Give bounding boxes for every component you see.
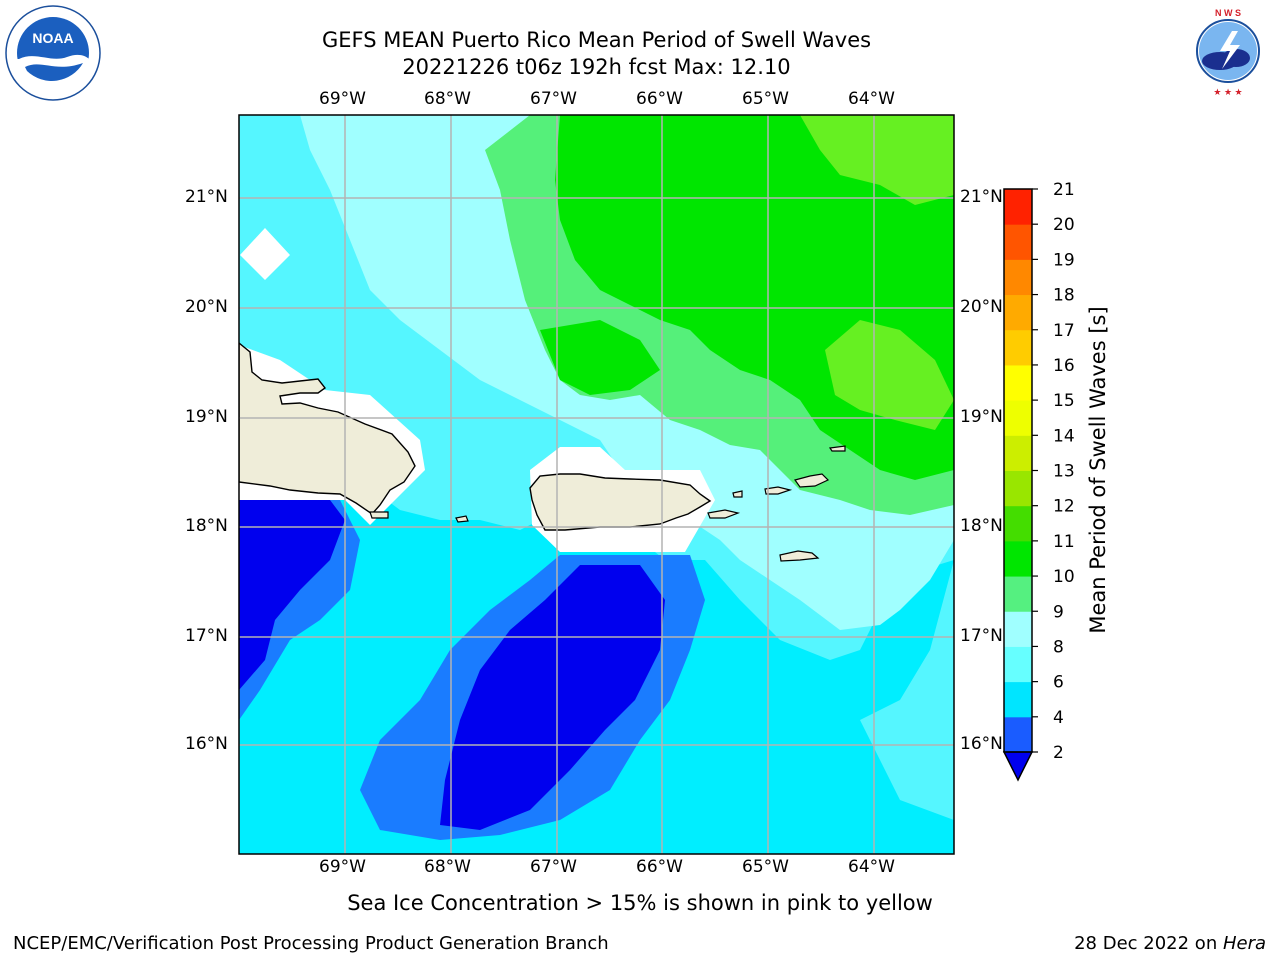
colorbar-tick-label: 14: [1053, 426, 1075, 446]
colorbar-tick-label: 4: [1053, 708, 1064, 728]
land-virgin-islands-c: [794, 473, 830, 488]
svg-text:N W S: N W S: [1215, 8, 1241, 18]
lon-label-top: 66°W: [636, 89, 683, 109]
colorbar: 2 4 6 8 9 10 11 12 13 14 15 16 17 18 19 20 21: [1002, 180, 1075, 782]
lon-label-bottom: 67°W: [530, 857, 577, 877]
footer-credit: NCEP/EMC/Verification Post Processing Pr…: [13, 933, 609, 954]
lat-label-left: 16°N: [185, 734, 228, 754]
colorbar-swatch: [1004, 294, 1032, 331]
contour-10-11s-b: [540, 320, 660, 395]
colorbar-swatch: [1004, 716, 1032, 753]
contour-11-12s-b: [825, 320, 954, 430]
land-saona-mona: [369, 511, 389, 519]
colorbar-tick-label: 11: [1053, 532, 1075, 552]
map-frame: [238, 114, 955, 855]
lon-label-bottom: 69°W: [319, 857, 366, 877]
colorbar-tick-label: 16: [1053, 356, 1075, 376]
land-vieques: [707, 509, 741, 519]
contour-2-4s-west: [239, 500, 345, 690]
colorbar-swatch: [1004, 576, 1032, 612]
contour-11-12s-a: [800, 115, 954, 205]
footer-date: 28 Dec 2022 on Hera: [1074, 933, 1266, 954]
colorbar-swatch: [1004, 224, 1032, 260]
chart-title: GEFS MEAN Puerto Rico Mean Period of Swe…: [321, 28, 872, 52]
lat-label-left: 21°N: [185, 187, 228, 207]
colorbar-swatch: [1004, 259, 1032, 296]
land-desecheo: [455, 515, 469, 523]
lon-label-bottom: 64°W: [848, 857, 895, 877]
contour-6-8s-east: [860, 560, 954, 820]
lat-label-left: 19°N: [185, 407, 228, 427]
colorbar-tick-label: 21: [1053, 180, 1075, 200]
lat-label-right: 20°N: [960, 297, 1003, 317]
colorbar-swatch: [1004, 505, 1032, 542]
colorbar-tick-label: 6: [1053, 673, 1064, 693]
swell-period-field: [239, 115, 954, 854]
colorbar-swatch: [1004, 646, 1032, 683]
land-virgin-islands-a: [732, 490, 743, 498]
colorbar-swatch: [1004, 540, 1032, 577]
noaa-logo: NOAA: [5, 5, 101, 101]
contour-2-4s-central: [440, 565, 665, 830]
colorbar-tick-label: 19: [1053, 250, 1075, 270]
land-virgin-islands-b: [764, 486, 793, 495]
chart-subtitle: 20221226 t06z 192h fcst Max: 12.10: [402, 55, 791, 79]
colorbar-swatch: [1004, 681, 1032, 718]
colorbar-tick-label: 8: [1053, 637, 1064, 657]
lon-label-top: 64°W: [848, 89, 895, 109]
colorbar-tick-label: 15: [1053, 391, 1075, 411]
lon-label-bottom: 68°W: [424, 857, 471, 877]
lat-label-left: 17°N: [185, 626, 228, 646]
lon-label-top: 68°W: [424, 89, 471, 109]
lat-label-right: 21°N: [960, 187, 1003, 207]
footer-date-text: 28 Dec 2022 on: [1074, 933, 1223, 954]
svg-text:★ ★ ★: ★ ★ ★: [1213, 87, 1242, 97]
colorbar-swatch: [1004, 435, 1032, 471]
lon-label-bottom: 66°W: [636, 857, 683, 877]
colorbar-swatch: [1004, 400, 1032, 436]
colorbar-tick-label: 17: [1053, 321, 1075, 341]
land-st-croix: [779, 550, 820, 562]
colorbar-extend-arrow: [1002, 751, 1034, 782]
lon-label-top: 69°W: [319, 89, 366, 109]
colorbar-tick-label: 20: [1053, 215, 1075, 235]
colorbar-tick-label: 13: [1053, 462, 1075, 482]
colorbar-swatch: [1004, 611, 1032, 647]
colorbar-swatch: [1004, 364, 1032, 401]
nws-logo: N W S ★ ★ ★: [1180, 3, 1276, 99]
lat-label-left: 18°N: [185, 516, 228, 536]
colorbar-tick-label: 18: [1053, 286, 1075, 306]
colorbar-swatch: [1004, 329, 1032, 366]
svg-text:NOAA: NOAA: [32, 30, 73, 46]
lat-label-right: 18°N: [960, 516, 1003, 536]
graticule: [239, 115, 954, 854]
lat-label-right: 17°N: [960, 626, 1003, 646]
nodata-northwest: [240, 228, 290, 280]
lat-label-left: 20°N: [185, 297, 228, 317]
lon-label-top: 65°W: [742, 89, 789, 109]
colorbar-swatch: [1004, 189, 1032, 225]
footer-machine: Hera: [1222, 933, 1266, 954]
colorbar-swatch: [1004, 470, 1032, 507]
colorbar-tick-label: 12: [1053, 497, 1075, 517]
lon-label-bottom: 65°W: [742, 857, 789, 877]
lat-label-right: 16°N: [960, 734, 1003, 754]
colorbar-tick-label: 9: [1053, 602, 1064, 622]
colorbar-tick-label: 10: [1053, 567, 1075, 587]
sea-ice-note: Sea Ice Concentration > 15% is shown in …: [347, 891, 933, 915]
land-anegada: [828, 445, 846, 452]
colorbar-tick-label: 2: [1053, 743, 1064, 763]
colorbar-title: Mean Period of Swell Waves [s]: [1086, 306, 1110, 634]
land-puerto-rico: [529, 473, 712, 531]
lon-label-top: 67°W: [530, 89, 577, 109]
lat-label-right: 19°N: [960, 407, 1003, 427]
